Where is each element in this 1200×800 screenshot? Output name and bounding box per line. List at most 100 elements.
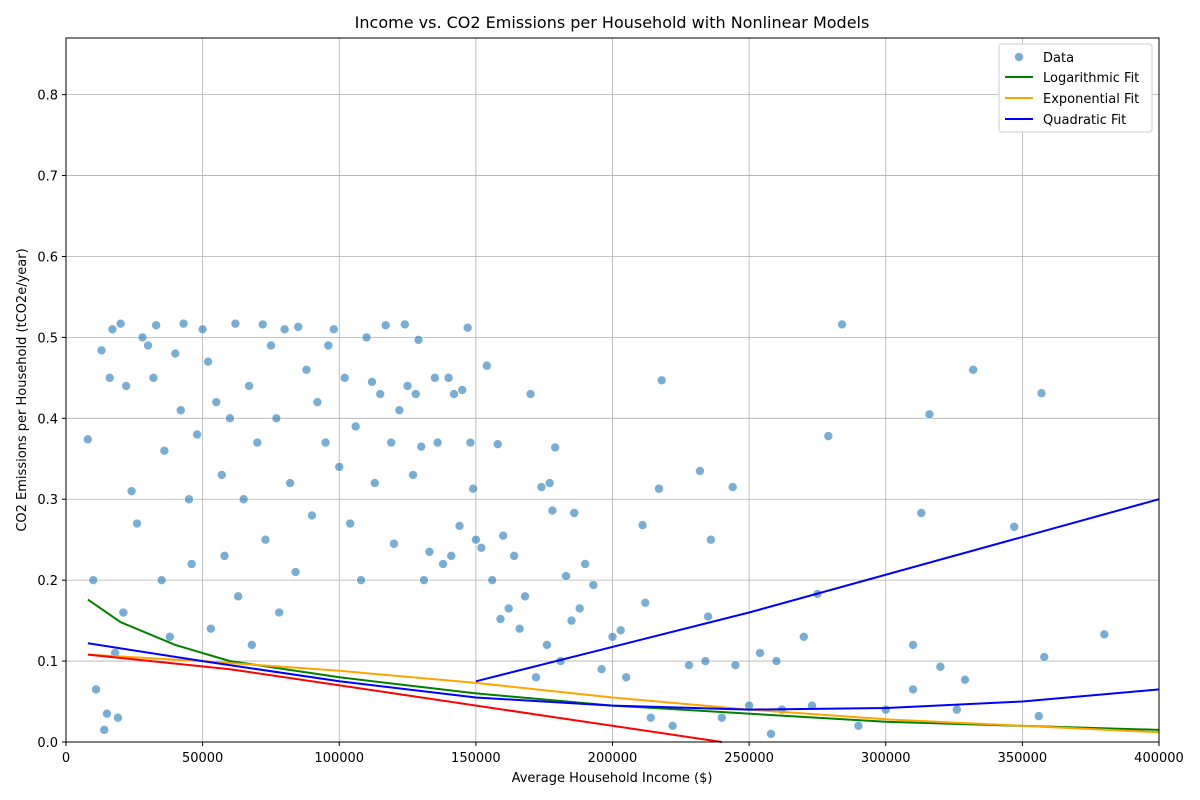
data-point — [476, 542, 487, 553]
data-point — [178, 318, 189, 329]
data-point — [430, 373, 440, 383]
data-point — [695, 466, 705, 476]
data-point — [293, 322, 304, 332]
data-point — [837, 319, 847, 330]
legend: Data Logarithmic Fit Exponential Fit Qua… — [998, 43, 1153, 133]
data-point — [465, 437, 476, 448]
data-point — [192, 429, 202, 440]
data-point — [766, 729, 776, 739]
fit-line-5 — [475, 498, 1160, 683]
data-point — [1099, 629, 1110, 640]
data-point — [550, 442, 560, 453]
data-point — [908, 684, 918, 695]
legend-label-data: Data — [1043, 51, 1074, 66]
data-point — [935, 661, 946, 672]
data-point — [143, 340, 153, 351]
data-point — [482, 360, 492, 371]
data-point — [544, 478, 555, 488]
data-point — [432, 437, 443, 448]
data-point — [1009, 521, 1019, 532]
data-point — [328, 324, 339, 335]
data-point — [703, 611, 713, 622]
data-point — [531, 672, 541, 683]
data-point — [184, 494, 194, 505]
data-point — [266, 340, 276, 351]
data-point — [375, 389, 386, 399]
data-point — [574, 603, 585, 614]
data-point — [132, 518, 142, 529]
fit-line-4 — [87, 653, 722, 743]
legend-item-log-fit: Logarithmic Fit — [1005, 71, 1139, 86]
data-point — [102, 708, 112, 719]
data-point — [730, 660, 741, 670]
x-tick-label: 200000 — [588, 751, 638, 766]
data-point — [285, 478, 295, 488]
y-tick-label: 0.1 — [37, 655, 58, 670]
data-point — [424, 547, 435, 557]
data-point — [118, 607, 129, 618]
scatter-points — [83, 318, 1110, 739]
fit-line-3 — [87, 642, 1160, 711]
y-tick-label: 0.0 — [37, 736, 58, 751]
data-point — [498, 530, 509, 541]
data-point — [107, 324, 118, 335]
data-point — [525, 389, 536, 399]
data-point — [908, 640, 918, 650]
data-point — [951, 704, 962, 715]
data-point — [727, 482, 738, 492]
data-point — [755, 648, 765, 658]
data-point — [99, 725, 110, 735]
data-point — [503, 603, 514, 614]
data-point — [203, 356, 213, 367]
data-point — [334, 462, 345, 472]
data-point — [807, 700, 817, 711]
x-tick-label: 0 — [62, 751, 70, 766]
data-point — [211, 397, 222, 407]
data-point — [290, 567, 301, 577]
data-point — [410, 389, 421, 399]
x-tick-label: 150000 — [451, 751, 501, 766]
data-point — [197, 324, 208, 335]
data-point — [159, 445, 170, 456]
data-point — [443, 373, 454, 383]
data-point — [514, 623, 525, 634]
data-point — [156, 575, 167, 585]
data-point — [880, 704, 891, 715]
y-tick-label: 0.8 — [37, 89, 58, 104]
legend-item-quad-fit: Quadratic Fit — [1005, 113, 1126, 128]
data-point — [115, 318, 126, 329]
data-point — [621, 672, 631, 683]
data-point — [126, 486, 137, 496]
data-point — [148, 373, 159, 383]
data-point — [339, 373, 350, 383]
x-axis-label: Average Household Income ($) — [512, 771, 713, 786]
data-point — [244, 381, 254, 391]
data-point — [684, 660, 694, 670]
data-point — [83, 434, 93, 445]
data-point — [645, 712, 656, 723]
y-tick-label: 0.3 — [37, 493, 58, 508]
data-point — [640, 598, 651, 608]
data-point — [121, 381, 131, 391]
data-point — [91, 684, 101, 695]
data-point — [446, 551, 457, 561]
data-point — [471, 534, 481, 545]
data-point — [361, 332, 372, 343]
data-point — [113, 712, 123, 723]
data-point — [350, 421, 361, 432]
data-point — [487, 575, 498, 585]
data-point — [457, 385, 468, 395]
data-point — [823, 431, 834, 441]
data-point — [257, 319, 268, 330]
data-point — [175, 405, 186, 416]
data-point — [438, 559, 448, 569]
data-point — [492, 439, 503, 450]
data-point — [968, 364, 978, 375]
legend-label-exp-fit: Exponential Fit — [1043, 92, 1139, 107]
y-tick-label: 0.4 — [37, 412, 58, 427]
data-point — [345, 518, 355, 529]
data-point — [279, 324, 290, 335]
data-point — [1033, 711, 1044, 721]
data-point — [88, 575, 99, 585]
data-point — [588, 580, 599, 590]
